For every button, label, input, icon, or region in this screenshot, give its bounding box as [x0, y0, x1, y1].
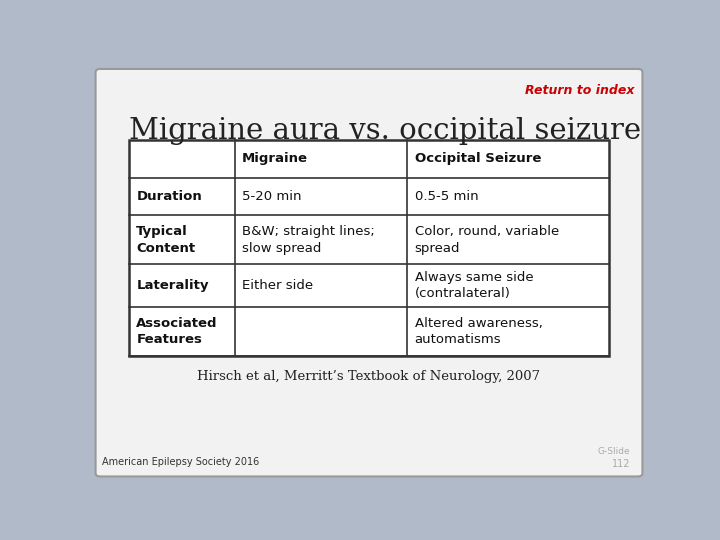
- Text: Color, round, variable
spread: Color, round, variable spread: [415, 225, 559, 255]
- Text: B&W; straight lines;
slow spread: B&W; straight lines; slow spread: [242, 225, 374, 255]
- Text: 112: 112: [612, 459, 630, 469]
- Text: 5-20 min: 5-20 min: [242, 190, 302, 203]
- Text: Migraine aura vs. occipital seizure: Migraine aura vs. occipital seizure: [129, 117, 642, 145]
- Text: Migraine: Migraine: [242, 152, 308, 165]
- Text: Laterality: Laterality: [136, 279, 209, 292]
- Text: Occipital Seizure: Occipital Seizure: [415, 152, 541, 165]
- Text: Always same side
(contralateral): Always same side (contralateral): [415, 271, 534, 300]
- Text: G-Slide: G-Slide: [598, 448, 630, 456]
- FancyBboxPatch shape: [96, 69, 642, 476]
- Text: Hirsch et al, Merritt’s Textbook of Neurology, 2007: Hirsch et al, Merritt’s Textbook of Neur…: [197, 370, 541, 383]
- Text: Duration: Duration: [136, 190, 202, 203]
- Text: American Epilepsy Society 2016: American Epilepsy Society 2016: [102, 457, 259, 467]
- Text: Altered awareness,
automatisms: Altered awareness, automatisms: [415, 316, 542, 346]
- Text: Associated
Features: Associated Features: [136, 316, 218, 346]
- Bar: [129, 140, 609, 356]
- Text: Either side: Either side: [242, 279, 313, 292]
- Text: Typical
Content: Typical Content: [136, 225, 195, 255]
- Text: Return to index: Return to index: [525, 84, 634, 97]
- Text: 0.5-5 min: 0.5-5 min: [415, 190, 478, 203]
